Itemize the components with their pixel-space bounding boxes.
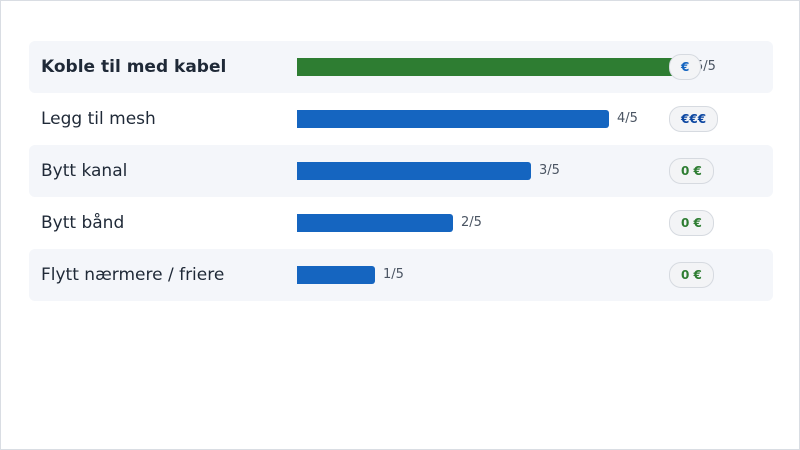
bar: [297, 58, 687, 76]
chart-row: Legg til mesh 4/5 €€€: [29, 93, 773, 145]
chart-row: Koble til med kabel 5/5 €: [29, 41, 773, 93]
cost-badge: 0 €: [669, 210, 714, 236]
horizontal-bar-chart: Koble til med kabel 5/5 € Legg til mesh 4/5 €…: [29, 41, 773, 301]
bar-value-label: 4/5: [617, 111, 638, 126]
bar-value-label: 1/5: [383, 267, 404, 282]
bar: [297, 266, 375, 284]
bar-value-label: 3/5: [539, 163, 560, 178]
category-label: Bytt bånd: [41, 213, 125, 233]
cost-badge: €: [669, 54, 702, 80]
bar-track: 3/5: [297, 162, 687, 180]
bar: [297, 214, 453, 232]
category-label: Flytt nærmere / friere: [41, 265, 225, 285]
bar: [297, 162, 531, 180]
bar-track: 4/5: [297, 110, 687, 128]
chart-row: Bytt kanal 3/5 0 €: [29, 145, 773, 197]
bar-track: 5/5: [297, 58, 716, 76]
bar-value-label: 2/5: [461, 215, 482, 230]
bar: [297, 110, 609, 128]
category-label: Bytt kanal: [41, 161, 128, 181]
bar-track: 1/5: [297, 266, 687, 284]
cost-badge: 0 €: [669, 158, 714, 184]
cost-badge: 0 €: [669, 262, 714, 288]
chart-row: Bytt bånd 2/5 0 €: [29, 197, 773, 249]
chart-row: Flytt nærmere / friere 1/5 0 €: [29, 249, 773, 301]
category-label: Legg til mesh: [41, 109, 156, 129]
bar-track: 2/5: [297, 214, 687, 232]
cost-badge: €€€: [669, 106, 719, 132]
category-label: Koble til med kabel: [41, 57, 227, 77]
